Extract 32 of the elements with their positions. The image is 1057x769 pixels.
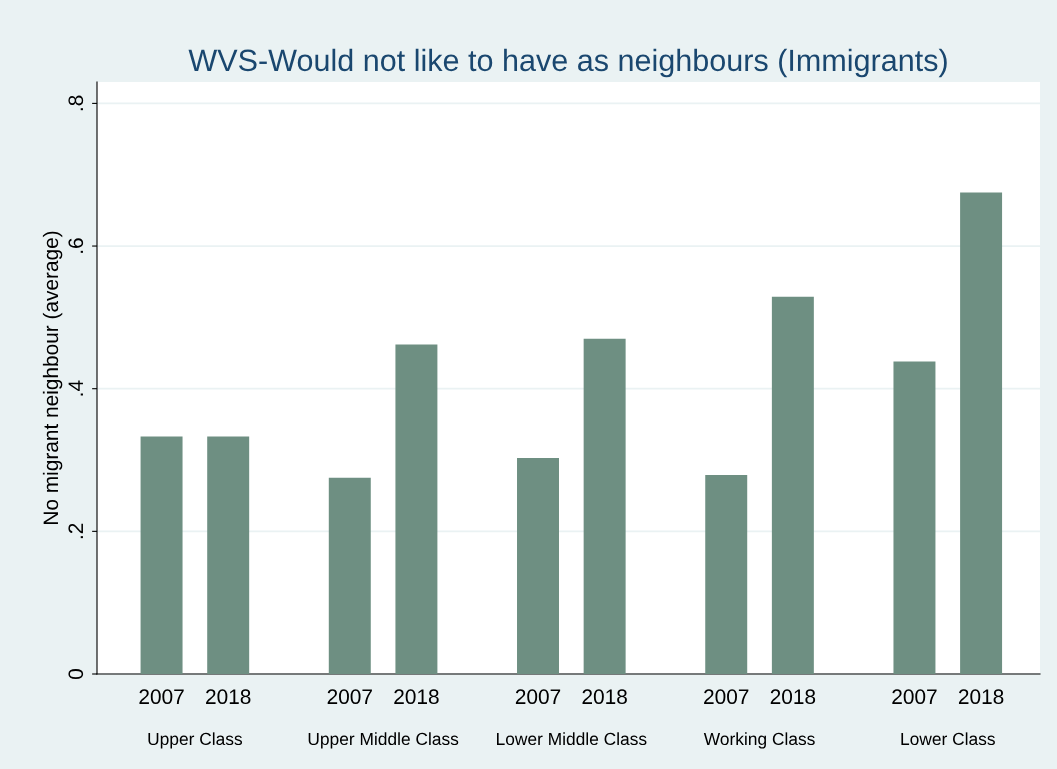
x-tick-label: Lower Middle Class: [497, 732, 647, 746]
text: 2018: [394, 689, 439, 705]
series-label: 2018: [206, 689, 251, 705]
text: 2007: [327, 689, 372, 705]
text: 2007: [515, 689, 561, 705]
bar: [328, 477, 371, 674]
y-tick-label: .2: [68, 523, 83, 539]
bar: [893, 361, 936, 674]
text: 2018: [770, 689, 816, 705]
y-tick-label: 0: [68, 669, 84, 679]
bar: [517, 457, 559, 674]
x-tick-label: Upper Class: [148, 732, 243, 749]
y-tick-label: .4: [68, 380, 83, 396]
text: 2007: [892, 689, 937, 705]
bar: [583, 338, 626, 674]
y-tick-label: .6: [68, 238, 84, 253]
bar: [960, 192, 1003, 674]
chart-title: WVS-Would not like to have as neighbours (Immigrants): [188, 48, 947, 78]
text: 2018: [582, 689, 627, 705]
bar: [395, 344, 438, 674]
y-axis-title: No migrant neighbour (average): [42, 231, 63, 524]
y-tick-label: .8: [68, 95, 84, 111]
text: 2007: [704, 689, 749, 705]
series-label: 2007: [139, 689, 184, 705]
x-tick-label: Working Class: [703, 732, 815, 749]
x-tick-label: Upper Middle Class: [308, 732, 459, 749]
bar: [207, 436, 250, 674]
text: 2018: [958, 689, 1004, 705]
bar: [705, 475, 748, 674]
bar: [771, 296, 814, 674]
bar: [140, 436, 183, 674]
x-tick-label: Lower Class: [901, 732, 995, 746]
